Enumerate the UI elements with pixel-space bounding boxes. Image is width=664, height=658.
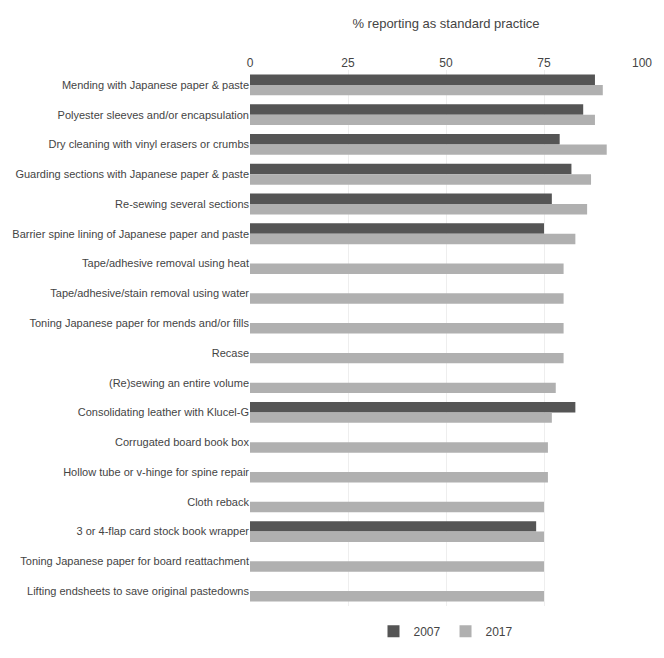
svg-text:Barrier spine lining of Japane: Barrier spine lining of Japanese paper a… <box>12 228 249 240</box>
svg-text:Cloth reback: Cloth reback <box>187 496 249 508</box>
svg-text:2017: 2017 <box>486 625 513 639</box>
svg-text:Tape/adhesive/stain removal us: Tape/adhesive/stain removal using water <box>50 287 249 299</box>
svg-text:100: 100 <box>632 56 652 70</box>
svg-text:Lifting endsheets to save orig: Lifting endsheets to save original paste… <box>27 585 249 597</box>
svg-text:Consolidating leather with Klu: Consolidating leather with Klucel-G <box>78 406 249 418</box>
svg-text:50: 50 <box>439 56 453 70</box>
svg-text:(Re)sewing an entire volume: (Re)sewing an entire volume <box>109 377 249 389</box>
svg-text:Tape/adhesive removal using he: Tape/adhesive removal using heat <box>82 257 249 269</box>
svg-text:Toning Japanese paper for boar: Toning Japanese paper for board reattach… <box>20 555 249 567</box>
svg-text:Re-sewing several sections: Re-sewing several sections <box>115 198 249 210</box>
svg-text:Guarding sections with Japanes: Guarding sections with Japanese paper & … <box>15 168 249 180</box>
svg-text:Recase: Recase <box>212 347 249 359</box>
svg-text:Hollow tube or v-hinge for spi: Hollow tube or v-hinge for spine repair <box>63 466 249 478</box>
svg-text:3 or 4-flap card stock book wr: 3 or 4-flap card stock book wrapper <box>77 525 250 537</box>
svg-text:Corrugated board book box: Corrugated board book box <box>115 436 249 448</box>
svg-text:0: 0 <box>247 56 254 70</box>
svg-text:Polyester sleeves and/or encap: Polyester sleeves and/or encapsulation <box>58 109 249 121</box>
svg-text:25: 25 <box>341 56 355 70</box>
svg-text:Dry cleaning with vinyl eraser: Dry cleaning with vinyl erasers or crumb… <box>48 138 249 150</box>
svg-text:% reporting as standard practi: % reporting as standard practice <box>352 16 539 31</box>
svg-text:75: 75 <box>537 56 551 70</box>
svg-text:2007: 2007 <box>414 625 441 639</box>
svg-text:Mending with Japanese paper &: Mending with Japanese paper & paste <box>62 79 249 91</box>
svg-text:Toning Japanese paper for mend: Toning Japanese paper for mends and/or f… <box>29 317 249 329</box>
